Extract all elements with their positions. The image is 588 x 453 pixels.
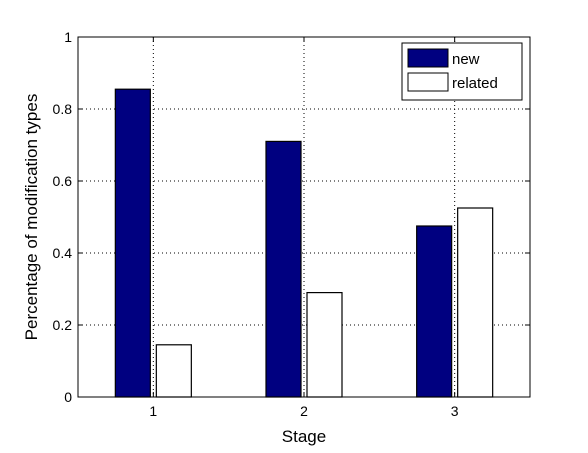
bars [114, 88, 494, 398]
grid-lines [78, 37, 530, 397]
bar-new-3 [416, 225, 453, 398]
y-tick-label: 0 [64, 389, 72, 405]
legend-swatch-new [407, 48, 449, 68]
x-tick-label: 1 [149, 403, 157, 419]
bar-new-1 [114, 88, 151, 398]
legend-swatch-related [407, 72, 449, 92]
y-tick-label: 0.2 [53, 317, 73, 333]
x-axis-label: Stage [282, 427, 326, 446]
bar-related-3 [457, 207, 494, 398]
bar-related-1 [155, 344, 192, 398]
legend-label-related: related [452, 75, 498, 92]
y-tick-label: 0.4 [53, 245, 73, 261]
bar-related-2 [306, 292, 343, 398]
y-tick-label: 0.8 [53, 101, 73, 117]
x-tick-label: 2 [300, 403, 308, 419]
legend-label-new: new [452, 51, 480, 68]
y-tick-label: 1 [64, 29, 72, 45]
x-tick-label: 3 [451, 403, 459, 419]
y-axis-label: Percentage of modification types [22, 94, 41, 341]
y-tick-label: 0.6 [53, 173, 73, 189]
bar-new-2 [265, 140, 302, 398]
axis-ticks: 0 0.2 0.4 0.6 0.8 1 1 2 3 [53, 29, 530, 419]
legend: new related [401, 42, 523, 101]
